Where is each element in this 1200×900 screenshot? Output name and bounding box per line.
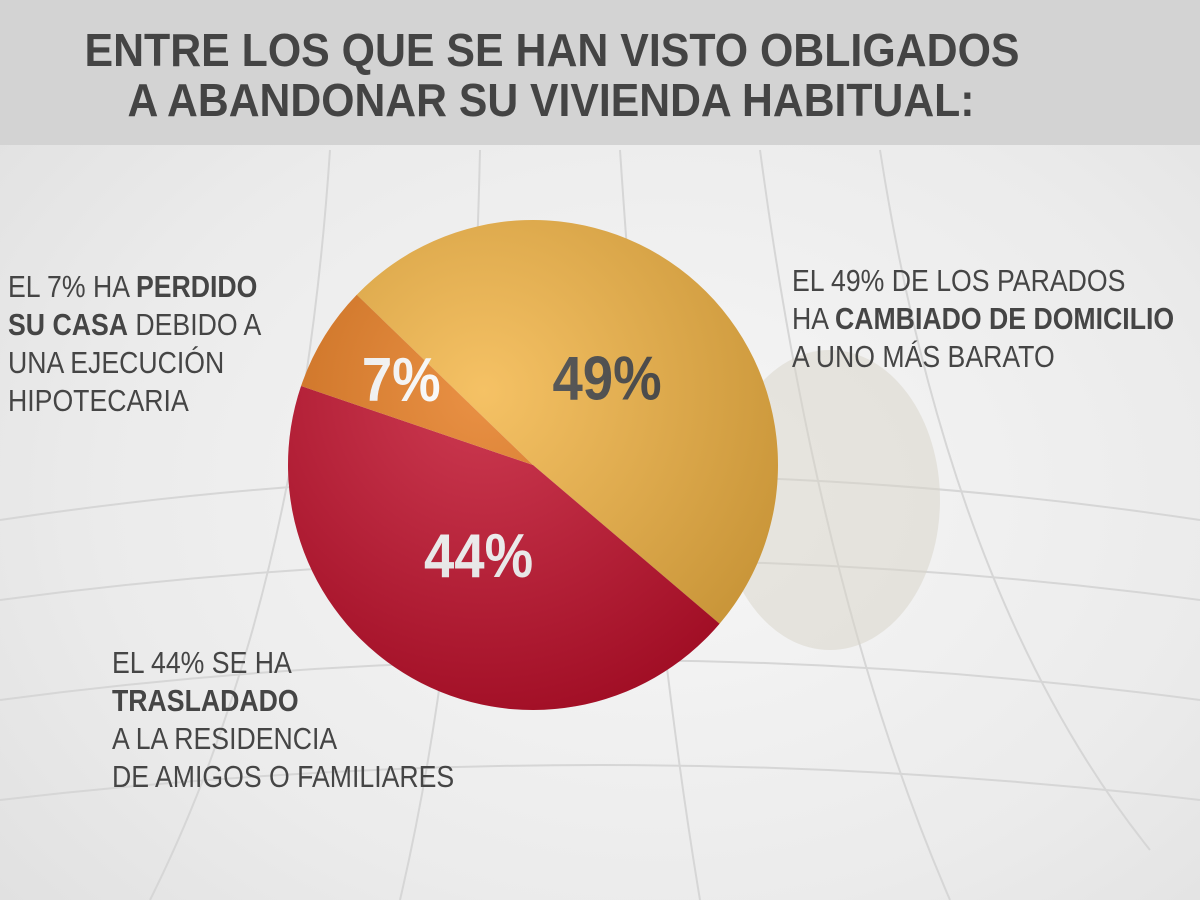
annotation-text: HA bbox=[792, 301, 835, 336]
annotation-text: A LA RESIDENCIA bbox=[112, 721, 338, 756]
annotation-line: HIPOTECARIA bbox=[8, 382, 261, 420]
title-band bbox=[0, 0, 1200, 145]
annotation-line: SU CASA DEBIDO A bbox=[8, 306, 261, 344]
annotation-text: EL 7% HA bbox=[8, 269, 136, 304]
pie: 49%44%7% bbox=[288, 220, 778, 710]
annotation-text: EL 49% DE LOS PARADOS bbox=[792, 263, 1126, 298]
annotation-line: DE AMIGOS O FAMILIARES bbox=[112, 758, 454, 796]
annotation-bold-text: SU CASA bbox=[8, 307, 128, 342]
annotation-text: HIPOTECARIA bbox=[8, 383, 189, 418]
annotation: EL 49% DE LOS PARADOS HA CAMBIADO DE DOMI… bbox=[792, 262, 1174, 376]
annotation-text: A UNO MÁS BARATO bbox=[792, 339, 1055, 374]
annotation-line: EL 44% SE HA bbox=[112, 644, 454, 682]
annotation-line: EL 49% DE LOS PARADOS bbox=[792, 262, 1174, 300]
annotation-bold-text: TRASLADADO bbox=[112, 683, 299, 718]
annotation-text: EL 44% SE HA bbox=[112, 645, 292, 680]
annotation-line: HA CAMBIADO DE DOMICILIO bbox=[792, 300, 1174, 338]
chart-title: ENTRE LOS QUE SE HAN VISTO OBLIGADOS bbox=[85, 24, 1020, 76]
annotation-line: A LA RESIDENCIA bbox=[112, 720, 454, 758]
annotation: EL 7% HA PERDIDO SU CASA DEBIDO A UNA EJEC… bbox=[8, 268, 261, 420]
annotation-line: A UNO MÁS BARATO bbox=[792, 338, 1174, 376]
annotation-text: DE AMIGOS O FAMILIARES bbox=[112, 759, 455, 794]
chart-title: A ABANDONAR SU VIVIENDA HABITUAL: bbox=[128, 74, 975, 126]
pie-shading bbox=[288, 220, 778, 710]
annotation-line: TRASLADADO bbox=[112, 682, 454, 720]
pie-shadow bbox=[720, 350, 940, 650]
annotation-bold-text: PERDIDO bbox=[135, 269, 258, 304]
annotation: EL 44% SE HA TRASLADADO A LA RESIDENCIA DE … bbox=[112, 644, 454, 796]
annotation-line: UNA EJECUCIÓN bbox=[8, 344, 261, 382]
annotation-text: DEBIDO A bbox=[127, 307, 262, 342]
annotation-line: EL 7% HA PERDIDO bbox=[8, 268, 261, 306]
annotation-text: UNA EJECUCIÓN bbox=[8, 345, 225, 380]
annotation-bold-text: CAMBIADO DE DOMICILIO bbox=[834, 301, 1175, 336]
